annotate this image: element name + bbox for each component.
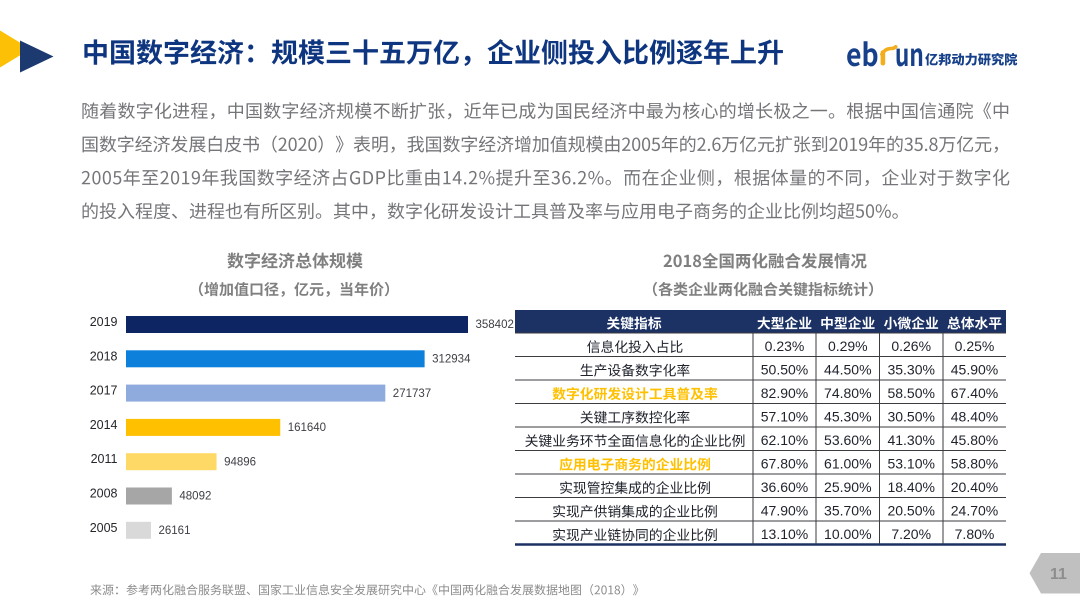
svg-text:45.80%: 45.80% <box>951 432 998 448</box>
svg-text:0.25%: 0.25% <box>955 338 995 354</box>
svg-text:35.70%: 35.70% <box>824 503 871 519</box>
svg-text:45.30%: 45.30% <box>824 409 871 425</box>
svg-text:20.40%: 20.40% <box>951 479 998 495</box>
svg-text:53.10%: 53.10% <box>887 456 934 472</box>
svg-text:36.60%: 36.60% <box>761 479 808 495</box>
svg-text:2014: 2014 <box>90 418 118 432</box>
svg-text:11: 11 <box>1050 566 1067 583</box>
svg-text:74.80%: 74.80% <box>824 385 871 401</box>
svg-text:2005: 2005 <box>90 521 118 535</box>
svg-text:7.20%: 7.20% <box>891 526 931 542</box>
svg-text:24.70%: 24.70% <box>951 503 998 519</box>
svg-text:48092: 48092 <box>179 491 211 503</box>
svg-text:2018: 2018 <box>90 349 118 363</box>
svg-text:10.00%: 10.00% <box>824 526 871 542</box>
svg-text:94896: 94896 <box>224 456 256 468</box>
svg-text:7.80%: 7.80% <box>955 526 995 542</box>
svg-text:0.29%: 0.29% <box>828 338 868 354</box>
svg-text:44.50%: 44.50% <box>824 362 871 378</box>
svg-text:41.30%: 41.30% <box>887 432 934 448</box>
svg-text:2019: 2019 <box>90 315 118 329</box>
svg-text:50.50%: 50.50% <box>761 362 808 378</box>
svg-text:18.40%: 18.40% <box>887 479 934 495</box>
svg-text:20.50%: 20.50% <box>887 503 934 519</box>
svg-text:61.00%: 61.00% <box>824 456 871 472</box>
svg-text:271737: 271737 <box>393 388 431 400</box>
svg-text:82.90%: 82.90% <box>761 385 808 401</box>
svg-text:53.60%: 53.60% <box>824 432 871 448</box>
svg-text:57.10%: 57.10% <box>761 409 808 425</box>
svg-text:2008: 2008 <box>90 487 118 501</box>
svg-text:358402: 358402 <box>476 319 514 331</box>
svg-text:26161: 26161 <box>159 525 191 537</box>
svg-text:47.90%: 47.90% <box>761 503 808 519</box>
svg-text:45.90%: 45.90% <box>951 362 998 378</box>
svg-text:0.26%: 0.26% <box>891 338 931 354</box>
svg-text:48.40%: 48.40% <box>951 409 998 425</box>
svg-text:35.30%: 35.30% <box>887 362 934 378</box>
svg-text:67.40%: 67.40% <box>951 385 998 401</box>
svg-text:62.10%: 62.10% <box>761 432 808 448</box>
svg-text:312934: 312934 <box>432 354 471 366</box>
svg-text:161640: 161640 <box>288 422 326 434</box>
svg-text:58.50%: 58.50% <box>887 385 934 401</box>
svg-text:30.50%: 30.50% <box>887 409 934 425</box>
svg-text:13.10%: 13.10% <box>761 526 808 542</box>
svg-text:67.80%: 67.80% <box>761 456 808 472</box>
svg-text:58.80%: 58.80% <box>951 456 998 472</box>
svg-text:2017: 2017 <box>90 384 118 398</box>
svg-text:25.90%: 25.90% <box>824 479 871 495</box>
svg-text:0.23%: 0.23% <box>765 338 805 354</box>
svg-text:2011: 2011 <box>91 452 118 466</box>
